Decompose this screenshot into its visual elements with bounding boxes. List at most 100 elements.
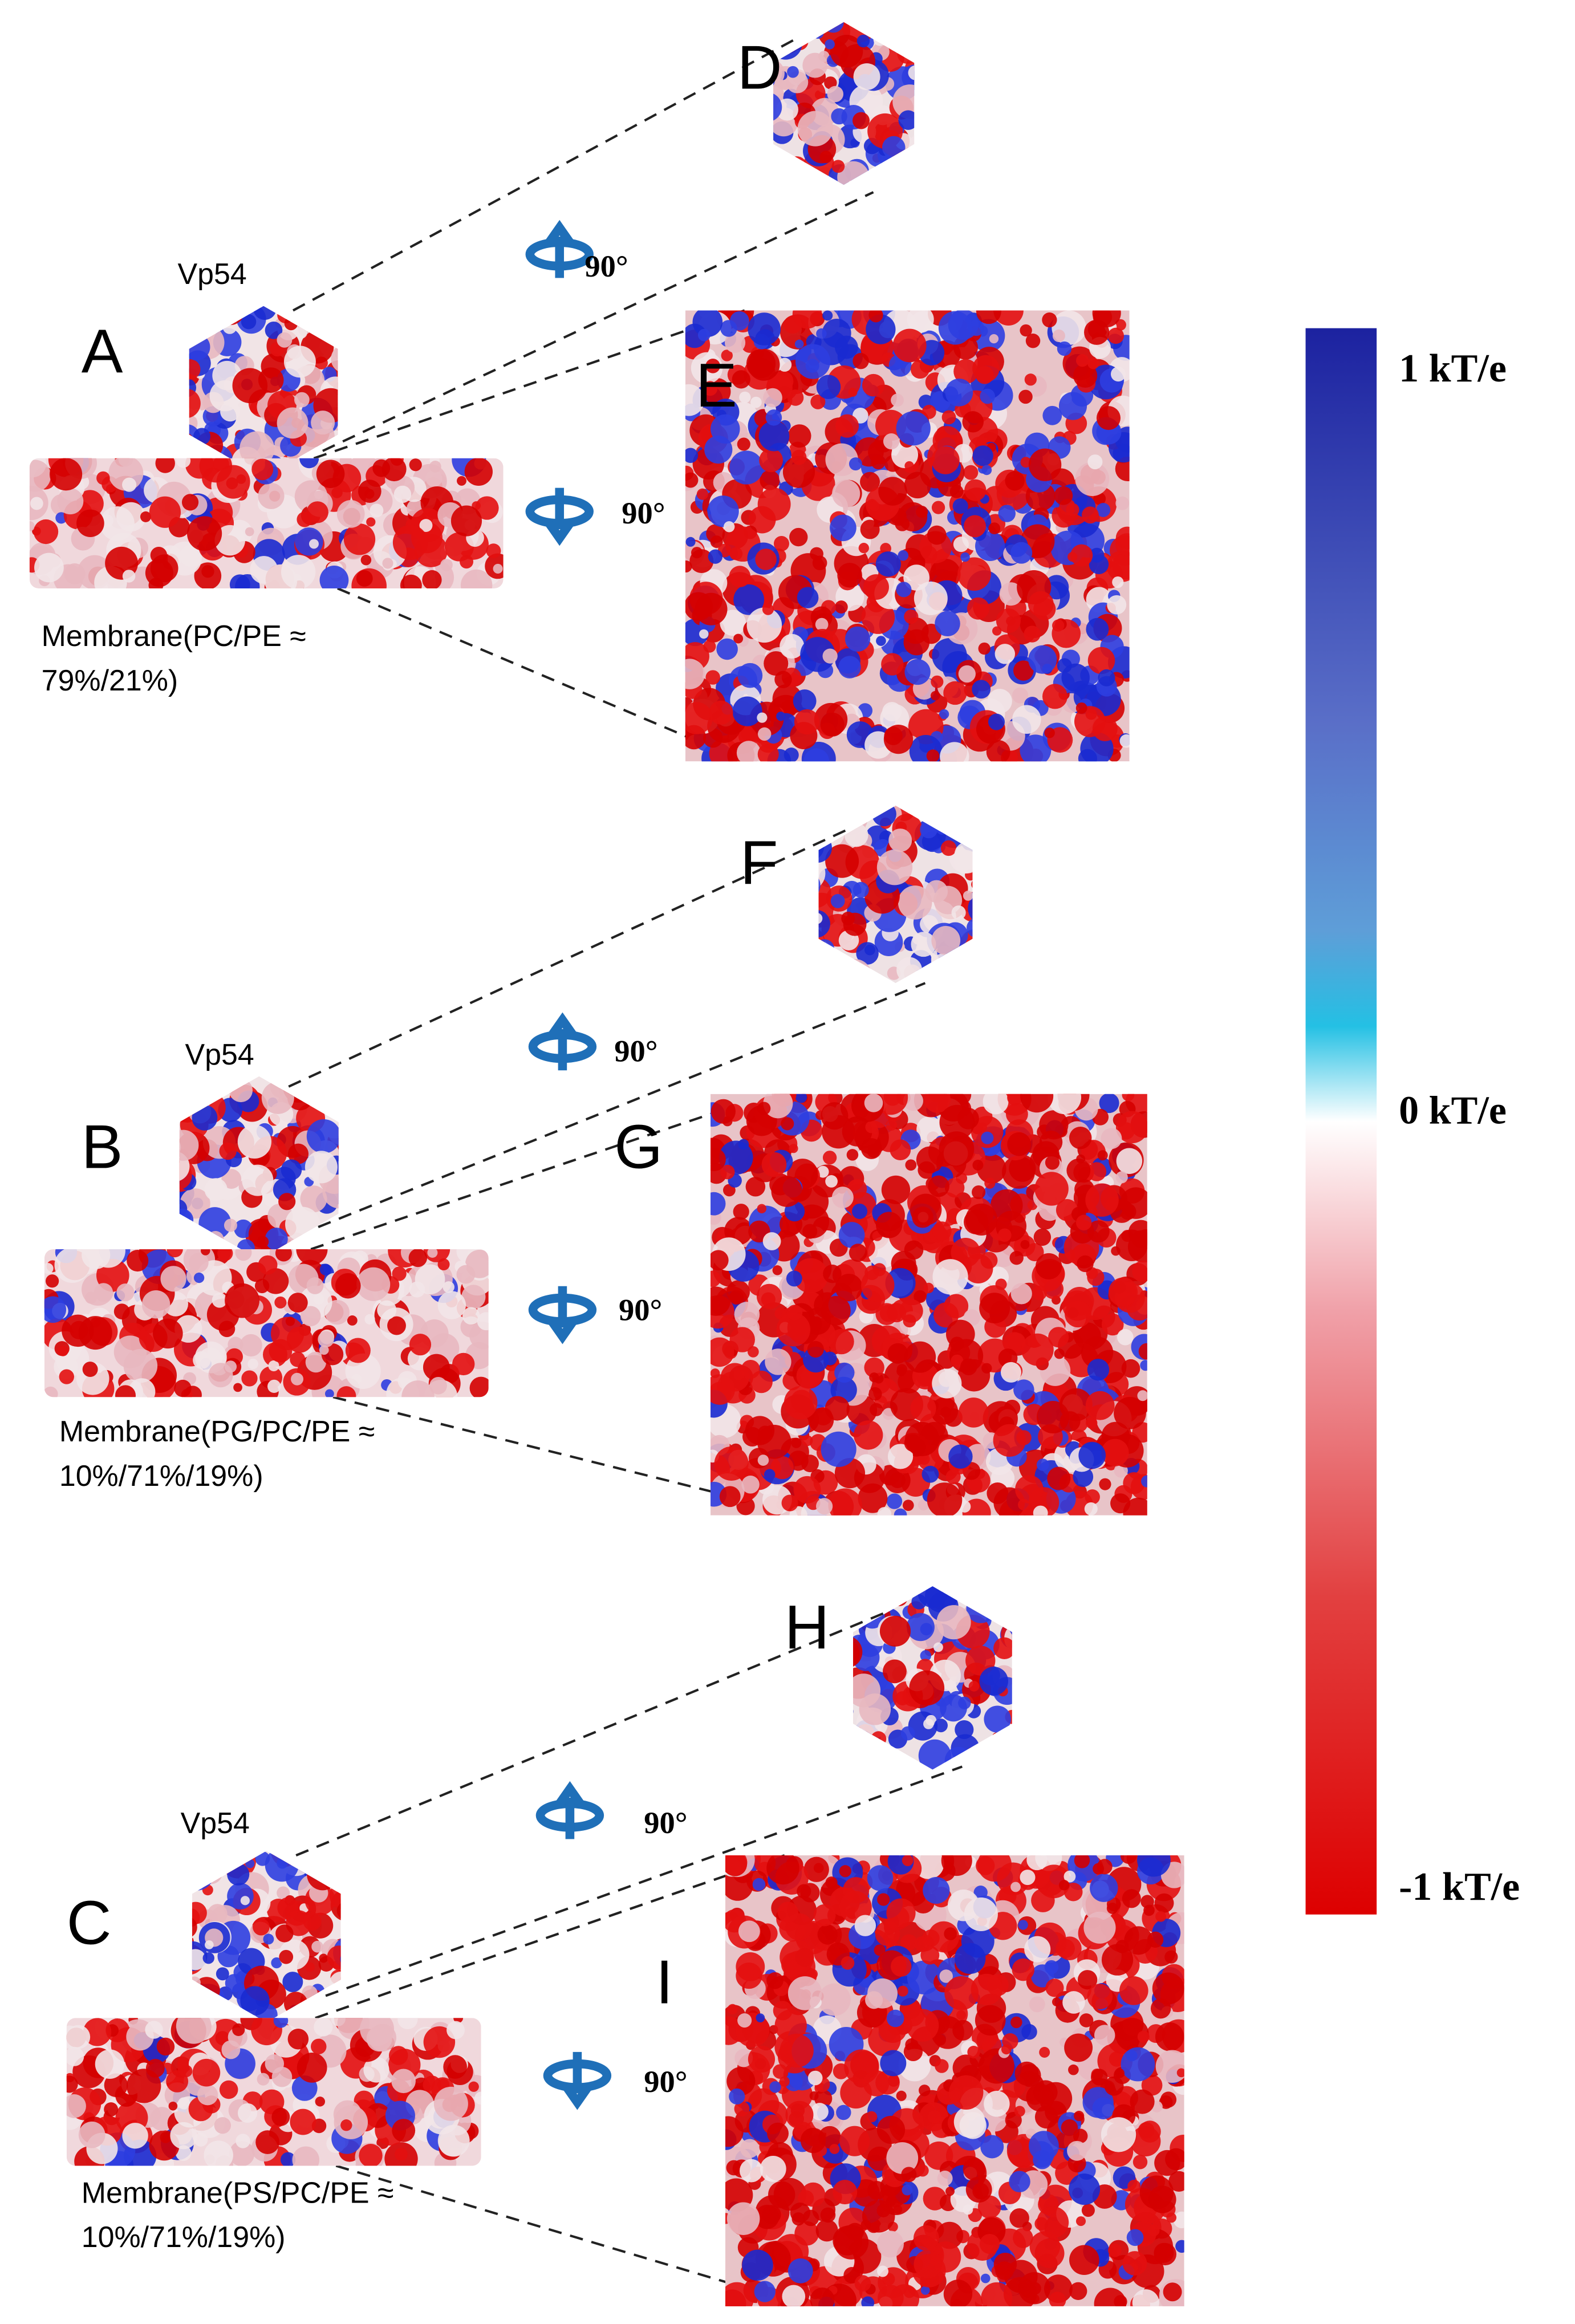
surface-patch [737,2013,752,2028]
panel-label: G [614,1112,663,1181]
surface-patch [1155,1911,1166,1922]
surface-patch [737,663,763,688]
surface-patch [227,1863,250,1886]
surface-patch [1010,1635,1012,1662]
surface-patch [1075,354,1089,367]
surface-patch [903,2286,916,2298]
surface-patch [1148,2224,1160,2237]
surface-patch [1058,1880,1070,1891]
surface-patch [1018,1920,1028,1930]
surface-patch [867,2146,892,2171]
surface-patch [993,1637,1012,1659]
surface-patch [842,1116,872,1147]
surface-patch [309,539,319,549]
surface-patch [1176,2068,1184,2078]
surface-patch [736,1952,765,1981]
surface-patch [933,1642,943,1652]
surface-patch [127,1250,149,1272]
surface-patch [342,1852,356,1867]
surface-patch [1025,1243,1044,1262]
surface-patch [66,2046,84,2066]
surface-patch [1069,1127,1092,1149]
surface-patch [837,974,849,984]
surface-patch [214,525,245,556]
surface-patch [216,1967,229,1981]
surface-patch [873,33,887,46]
surface-patch [1069,2245,1099,2276]
surface-patch [959,976,972,984]
surface-patch [874,1944,886,1956]
surface-patch [791,1437,802,1448]
surface-patch [222,319,237,334]
surface-patch [145,2021,163,2039]
surface-patch [192,2058,221,2087]
membrane-label: Membrane(PS/PC/PE ≈ [82,2176,394,2209]
surface-patch [916,1146,944,1174]
surface-patch [66,2094,86,2118]
surface-patch [762,603,774,615]
surface-patch [890,1139,911,1161]
surface [818,806,973,984]
surface-patch [140,511,151,522]
surface-patch [989,334,999,344]
surface-patch [965,806,973,839]
surface-patch [1115,1111,1147,1144]
surface-patch [882,136,906,160]
surface-patch [237,1124,271,1159]
surface-patch [773,61,782,84]
surface-patch [797,111,833,147]
surface-patch [876,2230,904,2258]
surface-patch [830,514,856,542]
surface-patch [951,1354,964,1367]
surface [44,1249,489,1397]
surface-patch [894,1508,907,1516]
surface-patch [1137,1390,1147,1401]
surface-patch [286,1326,313,1353]
surface-patch [1090,2069,1108,2086]
surface-patch [752,1878,766,1891]
surface-patch [265,1851,299,1882]
surface-patch [937,2171,953,2186]
surface-patch [832,480,860,508]
surface-patch [149,496,181,528]
surface-patch [703,640,716,653]
surface-patch [923,1876,950,1904]
surface-patch [306,501,328,523]
surface-patch [468,2081,479,2092]
surface-patch [767,2122,789,2144]
surface-patch [219,1142,237,1160]
surface-patch [891,393,904,407]
surface-patch [726,2202,760,2235]
surface-patch [821,1102,849,1130]
surface-patch [797,1884,811,1899]
surface-patch [939,1131,975,1167]
surface-patch [910,22,915,42]
surface-patch [1093,492,1106,505]
surface-patch [830,894,845,908]
surface-patch [994,1752,1012,1770]
surface-patch [311,1940,323,1953]
surface-patch [818,947,821,970]
surface-patch [437,1258,450,1271]
surface-patch [685,472,699,488]
surface-patch [931,1397,958,1425]
surface-patch [273,2018,289,2028]
surface-patch [1087,647,1115,675]
surface-patch [1009,2171,1030,2193]
surface-patch [930,953,956,979]
surface-patch [815,617,829,631]
surface-patch [839,1865,851,1878]
surface-patch [192,1916,197,1939]
surface-patch [821,1924,833,1935]
surface-patch [1087,1984,1113,2009]
surface-patch [883,433,900,450]
surface-patch [1025,334,1041,348]
surface-patch [259,2089,285,2115]
surface-patch [895,1691,910,1705]
surface-patch [303,1912,322,1931]
surface-patch [904,1341,936,1373]
surface-patch [858,543,869,554]
surface-patch [911,932,936,957]
surface-patch [876,2204,891,2217]
